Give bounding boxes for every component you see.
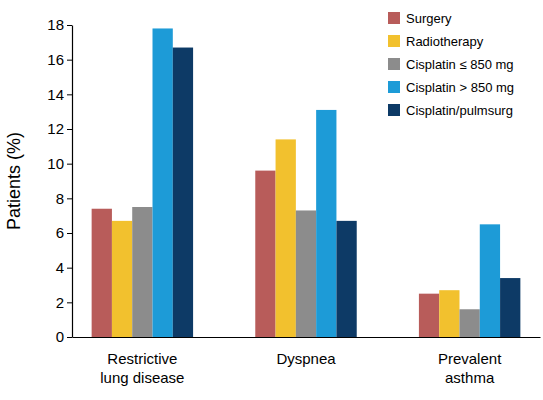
y-tick: 18 <box>47 16 72 33</box>
y-tick-label: 8 <box>56 190 64 207</box>
bar <box>255 171 275 337</box>
bar <box>173 48 193 337</box>
bar <box>480 224 500 337</box>
y-tick-mark <box>67 25 72 26</box>
y-tick-mark <box>67 129 72 130</box>
bar <box>459 309 479 337</box>
legend-label: Radiotherapy <box>406 34 484 49</box>
x-axis <box>73 337 541 338</box>
bar <box>500 278 520 337</box>
y-tick-label: 12 <box>47 120 64 137</box>
y-tick: 0 <box>56 328 72 345</box>
x-tick-label: Dyspnea <box>276 350 336 367</box>
y-tick: 12 <box>47 120 72 137</box>
y-tick-label: 10 <box>47 155 64 172</box>
legend-swatch <box>388 81 400 93</box>
y-tick: 10 <box>47 155 72 172</box>
bar <box>276 139 296 337</box>
bar <box>439 290 459 337</box>
y-tick-mark <box>67 198 72 199</box>
y-tick-label: 6 <box>56 224 64 241</box>
x-tick-label: Restrictivelung disease <box>100 350 184 386</box>
bar <box>296 210 316 337</box>
y-tick-mark <box>67 268 72 269</box>
y-tick-label: 16 <box>47 51 64 68</box>
legend-swatch <box>388 12 400 24</box>
bar <box>336 221 356 337</box>
chart: 0 2 4 6 8 10 12 14 16 18 Restrictivelung disease Dy… <box>0 0 543 400</box>
legend-label: Cisplatin/pulmsurg <box>406 103 513 118</box>
legend: Surgery Radiotherapy Cisplatin ≤ 850 mg Cis… <box>388 11 514 118</box>
y-tick: 8 <box>56 190 72 207</box>
y-tick-label: 14 <box>47 86 64 103</box>
y-tick-label: 4 <box>56 259 64 276</box>
legend-label: Cisplatin > 850 mg <box>406 80 514 95</box>
x-axis-line <box>73 337 541 338</box>
y-tick-label: 18 <box>47 16 64 33</box>
x-tick-label: Prevalentasthma <box>438 350 502 386</box>
bar <box>132 207 152 337</box>
bars <box>92 28 521 337</box>
legend-swatch <box>388 58 400 70</box>
bar <box>112 221 132 337</box>
y-tick-label: 2 <box>56 294 64 311</box>
legend-swatch <box>388 104 400 116</box>
y-tick-mark <box>67 94 72 95</box>
bar <box>419 294 439 337</box>
y-tick: 4 <box>56 259 72 276</box>
legend-label: Cisplatin ≤ 850 mg <box>406 57 514 72</box>
y-tick-label: 0 <box>56 328 64 345</box>
y-tick: 6 <box>56 224 72 241</box>
y-tick-mark <box>67 337 72 338</box>
y-axis-line <box>72 26 73 338</box>
y-tick: 16 <box>47 51 72 68</box>
legend-swatch <box>388 35 400 47</box>
y-tick: 2 <box>56 294 72 311</box>
y-tick: 14 <box>47 86 72 103</box>
y-axis: 0 2 4 6 8 10 12 14 16 18 <box>47 16 72 345</box>
bar <box>153 28 173 337</box>
y-tick-mark <box>67 60 72 61</box>
y-tick-mark <box>67 233 72 234</box>
y-axis-title: Patients (%) <box>4 132 24 230</box>
bar <box>316 110 336 337</box>
y-tick-mark <box>67 164 72 165</box>
y-tick-mark <box>67 302 72 303</box>
bar <box>92 209 112 337</box>
legend-label: Surgery <box>406 11 452 26</box>
